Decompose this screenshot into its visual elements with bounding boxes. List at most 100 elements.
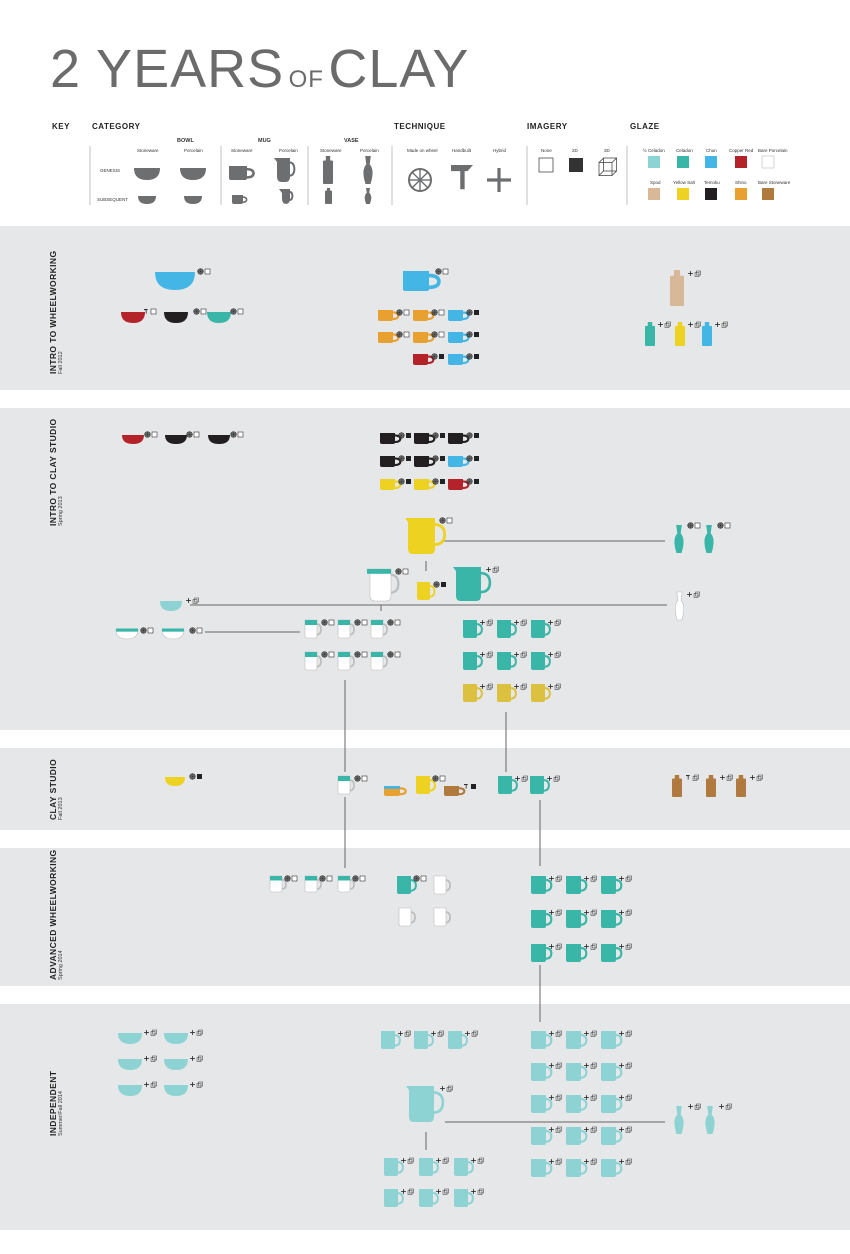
technique-imagery-tag <box>694 522 701 529</box>
glaze-swatch-3 <box>735 156 747 168</box>
hybrid-plus-icon <box>688 322 693 327</box>
technique-imagery-tag <box>554 683 561 690</box>
wheel-icon <box>717 522 724 529</box>
technique-imagery-tag <box>694 321 701 328</box>
mug-icon <box>531 1031 553 1049</box>
wheel-icon <box>433 581 440 588</box>
mug-icon <box>531 652 551 670</box>
mug-icon <box>403 271 441 291</box>
mug-icon <box>454 1158 474 1176</box>
technique-imagery-tag <box>692 774 699 781</box>
wheel-icon <box>432 478 439 485</box>
wheel-icon <box>189 773 196 780</box>
hybrid-plus-icon <box>398 1031 403 1036</box>
technique-imagery-tag <box>446 1085 453 1092</box>
glaze-swatch-8 <box>735 188 747 200</box>
mug-icon <box>337 775 355 795</box>
mug-icon <box>416 776 436 794</box>
wheel-icon <box>186 431 193 438</box>
wheel-icon <box>387 651 394 658</box>
hybrid-plus-icon <box>486 567 491 572</box>
hybrid-plus-icon <box>584 944 589 949</box>
glaze-label-7: Temoku <box>704 180 720 185</box>
technique-imagery-tag <box>553 775 560 782</box>
hybrid-plus-icon <box>549 876 554 881</box>
mug-icon <box>531 910 553 928</box>
hybrid-plus-icon <box>619 1127 624 1132</box>
technique-imagery-tag <box>625 1030 632 1037</box>
technique-imagery-tag <box>726 774 733 781</box>
key-vase-porcelain: Porcelain <box>360 148 379 153</box>
hybrid-plus-icon <box>440 1086 445 1091</box>
key-bowl-stoneware-subsequent-icon <box>138 196 156 204</box>
hybrid-plus-icon <box>186 598 191 603</box>
vase-icon <box>705 1106 715 1134</box>
hybrid-plus-icon <box>715 322 720 327</box>
mug-icon <box>414 1031 434 1049</box>
technique-imagery-tag <box>474 354 479 359</box>
vase-icon <box>704 525 714 553</box>
technique-imagery-tag <box>590 1126 597 1133</box>
imagery-heading: IMAGERY <box>527 122 568 131</box>
technique-imagery-tag <box>756 774 763 781</box>
mug-icon <box>398 907 416 927</box>
mug-icon <box>380 479 402 490</box>
glaze-heading: GLAZE <box>630 122 660 131</box>
imagery-3d-icon <box>598 157 617 176</box>
wheel-icon <box>466 455 473 462</box>
technique-imagery-tag <box>590 1158 597 1165</box>
mug-icon <box>566 1159 588 1177</box>
wheel-icon <box>230 308 237 315</box>
hybrid-plus-icon <box>549 1095 554 1100</box>
hybrid-plus-icon <box>190 1082 195 1087</box>
mug-icon <box>531 1095 553 1113</box>
hybrid-plus-icon <box>688 271 693 276</box>
hammer-icon <box>144 309 149 314</box>
key-genesis-label: GENESIS <box>100 168 121 173</box>
hybrid-plus-icon <box>144 1056 149 1061</box>
mug-icon <box>380 456 402 467</box>
key-imagery-none: None <box>541 148 552 153</box>
hybrid-plus-icon <box>584 1159 589 1164</box>
hybrid-plus-icon <box>584 876 589 881</box>
mug-icon <box>448 479 470 490</box>
mug-icon <box>454 1189 474 1207</box>
hybrid-plus-icon <box>549 1063 554 1068</box>
hybrid-plus-icon <box>471 1158 476 1163</box>
bottle-icon <box>706 775 716 797</box>
hybrid-plus-icon <box>471 1189 476 1194</box>
mug-icon <box>448 354 470 365</box>
hybrid-plus-icon <box>487 168 511 192</box>
mug-icon <box>433 875 451 895</box>
technique-imagery-tag <box>725 1103 732 1110</box>
technique-imagery-tag <box>555 943 562 950</box>
wheel-icon <box>439 517 446 524</box>
hybrid-plus-icon <box>619 1159 624 1164</box>
key-imagery-3d: 3D <box>604 148 610 153</box>
key-imagery-2d: 2D <box>572 148 578 153</box>
mug-icon <box>531 1063 553 1081</box>
hybrid-plus-icon <box>687 592 692 597</box>
wheel-icon <box>193 308 200 315</box>
mug-icon <box>417 582 436 600</box>
mug-icon <box>566 1127 588 1145</box>
technique-imagery-tag <box>625 875 632 882</box>
technique-imagery-tag <box>204 268 211 275</box>
mug-icon <box>566 1095 588 1113</box>
technique-imagery-tag <box>486 619 493 626</box>
bottle-icon <box>670 270 684 306</box>
mug-icon <box>601 1159 623 1177</box>
mug-icon <box>531 944 553 962</box>
key-mug-label: MUG <box>258 138 271 144</box>
imagery-none-icon <box>538 157 554 173</box>
hybrid-plus-icon <box>619 1063 624 1068</box>
wheel-icon <box>431 309 438 316</box>
hybrid-plus-icon <box>401 1158 406 1163</box>
key-vase-porcelain-subsequent-icon <box>364 188 372 204</box>
technique-imagery-tag <box>555 1030 562 1037</box>
mug-icon <box>566 1063 588 1081</box>
technique-imagery-tag <box>197 774 202 779</box>
technique-imagery-tag <box>474 332 479 337</box>
technique-imagery-tag <box>147 627 154 634</box>
